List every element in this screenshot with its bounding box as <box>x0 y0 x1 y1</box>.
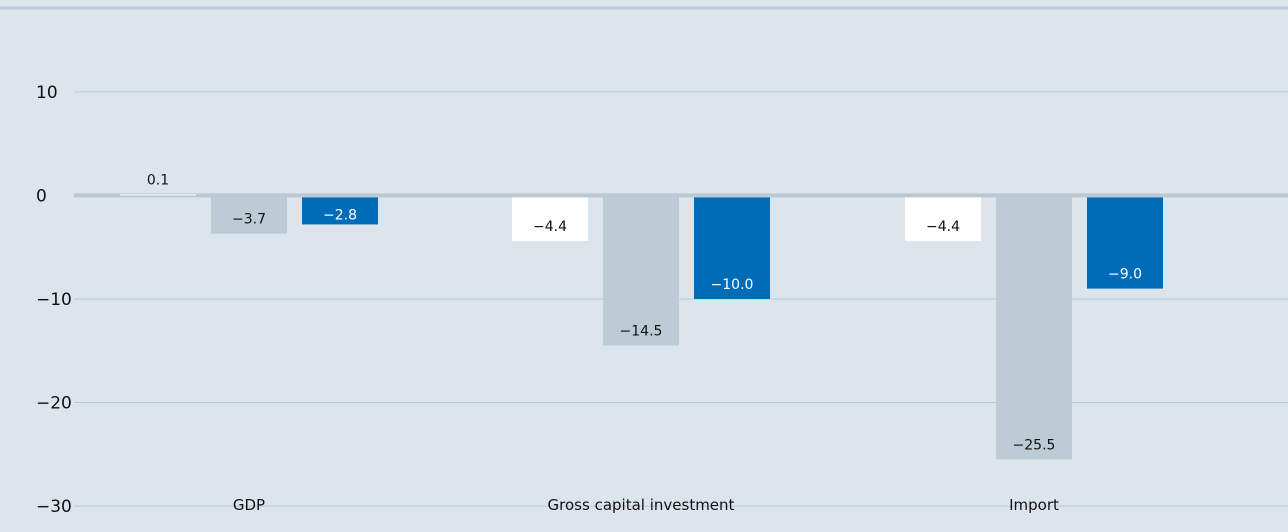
y-tick-label: −10 <box>36 290 72 310</box>
bar <box>120 194 196 195</box>
value-label: −9.0 <box>1108 267 1142 283</box>
value-label: −10.0 <box>711 277 754 293</box>
value-label: −14.5 <box>620 324 663 340</box>
value-label: −4.4 <box>533 219 567 235</box>
y-tick-label: −20 <box>36 394 72 414</box>
y-tick-label: 0 <box>36 186 47 206</box>
value-label: 0.1 <box>147 172 169 188</box>
value-label: −3.7 <box>232 212 266 228</box>
value-label: −25.5 <box>1013 438 1056 454</box>
category-label: Import <box>1009 496 1059 514</box>
value-label: −2.8 <box>323 207 357 223</box>
bar <box>996 197 1072 459</box>
value-label: −4.4 <box>926 219 960 235</box>
y-tick-label: 10 <box>36 83 58 103</box>
y-tick-label: −30 <box>36 497 72 517</box>
category-label: Gross capital investment <box>548 496 735 514</box>
category-label: GDP <box>233 496 265 514</box>
